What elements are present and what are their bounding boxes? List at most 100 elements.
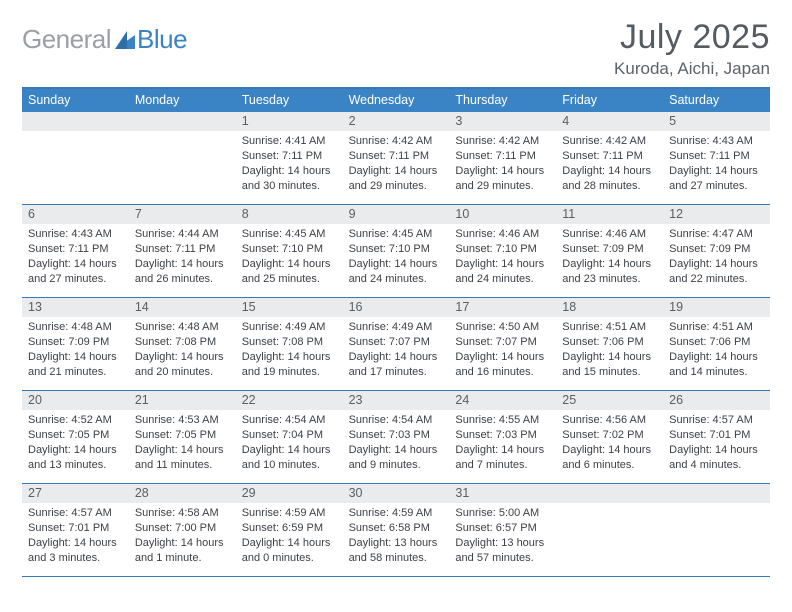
sunset-text: Sunset: 7:11 PM (669, 149, 764, 164)
sunrise-text: Sunrise: 4:42 AM (455, 134, 550, 149)
calendar-grid: Sunday Monday Tuesday Wednesday Thursday… (22, 87, 770, 577)
day-number: 18 (556, 298, 663, 317)
day-cell: 21Sunrise: 4:53 AMSunset: 7:05 PMDayligh… (129, 391, 236, 483)
day-number: 28 (129, 484, 236, 503)
day-number: 20 (22, 391, 129, 410)
day-number: 12 (663, 205, 770, 224)
daylight-text: Daylight: 14 hours and 9 minutes. (349, 443, 444, 473)
day-cell: 19Sunrise: 4:51 AMSunset: 7:06 PMDayligh… (663, 298, 770, 390)
day-cell: 23Sunrise: 4:54 AMSunset: 7:03 PMDayligh… (343, 391, 450, 483)
sunrise-text: Sunrise: 4:58 AM (135, 506, 230, 521)
day-number: 5 (663, 112, 770, 131)
day-cell (129, 112, 236, 204)
day-number: 3 (449, 112, 556, 131)
day-cell: 4Sunrise: 4:42 AMSunset: 7:11 PMDaylight… (556, 112, 663, 204)
day-body: Sunrise: 4:48 AMSunset: 7:09 PMDaylight:… (22, 317, 129, 383)
day-cell: 8Sunrise: 4:45 AMSunset: 7:10 PMDaylight… (236, 205, 343, 297)
daylight-text: Daylight: 14 hours and 27 minutes. (28, 257, 123, 287)
daylight-text: Daylight: 14 hours and 25 minutes. (242, 257, 337, 287)
daylight-text: Daylight: 14 hours and 16 minutes. (455, 350, 550, 380)
day-number: 15 (236, 298, 343, 317)
sunset-text: Sunset: 7:06 PM (562, 335, 657, 350)
daylight-text: Daylight: 14 hours and 3 minutes. (28, 536, 123, 566)
sunset-text: Sunset: 7:07 PM (349, 335, 444, 350)
day-cell (22, 112, 129, 204)
day-body: Sunrise: 4:54 AMSunset: 7:03 PMDaylight:… (343, 410, 450, 476)
day-body (22, 131, 129, 138)
brand-logo: General Blue (22, 18, 187, 55)
sunset-text: Sunset: 6:57 PM (455, 521, 550, 536)
sunset-text: Sunset: 7:05 PM (135, 428, 230, 443)
day-number: 23 (343, 391, 450, 410)
sunrise-text: Sunrise: 4:41 AM (242, 134, 337, 149)
day-cell: 13Sunrise: 4:48 AMSunset: 7:09 PMDayligh… (22, 298, 129, 390)
sunset-text: Sunset: 7:11 PM (135, 242, 230, 257)
sunrise-text: Sunrise: 4:59 AM (349, 506, 444, 521)
day-cell: 31Sunrise: 5:00 AMSunset: 6:57 PMDayligh… (449, 484, 556, 576)
day-number: 31 (449, 484, 556, 503)
day-body: Sunrise: 4:53 AMSunset: 7:05 PMDaylight:… (129, 410, 236, 476)
day-cell: 6Sunrise: 4:43 AMSunset: 7:11 PMDaylight… (22, 205, 129, 297)
day-number: 9 (343, 205, 450, 224)
sunrise-text: Sunrise: 4:45 AM (349, 227, 444, 242)
sunset-text: Sunset: 7:02 PM (562, 428, 657, 443)
day-cell: 15Sunrise: 4:49 AMSunset: 7:08 PMDayligh… (236, 298, 343, 390)
sunrise-text: Sunrise: 4:51 AM (562, 320, 657, 335)
day-cell: 16Sunrise: 4:49 AMSunset: 7:07 PMDayligh… (343, 298, 450, 390)
sunset-text: Sunset: 6:58 PM (349, 521, 444, 536)
sunrise-text: Sunrise: 4:44 AM (135, 227, 230, 242)
dow-tuesday: Tuesday (236, 89, 343, 112)
sunrise-text: Sunrise: 4:46 AM (455, 227, 550, 242)
day-body (129, 131, 236, 138)
day-body: Sunrise: 4:57 AMSunset: 7:01 PMDaylight:… (22, 503, 129, 569)
sunrise-text: Sunrise: 4:49 AM (242, 320, 337, 335)
day-number: 19 (663, 298, 770, 317)
sunset-text: Sunset: 7:04 PM (242, 428, 337, 443)
day-body: Sunrise: 4:46 AMSunset: 7:09 PMDaylight:… (556, 224, 663, 290)
day-body: Sunrise: 4:42 AMSunset: 7:11 PMDaylight:… (556, 131, 663, 197)
day-cell: 10Sunrise: 4:46 AMSunset: 7:10 PMDayligh… (449, 205, 556, 297)
daylight-text: Daylight: 14 hours and 20 minutes. (135, 350, 230, 380)
day-body: Sunrise: 4:59 AMSunset: 6:59 PMDaylight:… (236, 503, 343, 569)
day-body: Sunrise: 4:42 AMSunset: 7:11 PMDaylight:… (449, 131, 556, 197)
day-body: Sunrise: 4:51 AMSunset: 7:06 PMDaylight:… (663, 317, 770, 383)
day-number: 29 (236, 484, 343, 503)
week-row: 13Sunrise: 4:48 AMSunset: 7:09 PMDayligh… (22, 298, 770, 391)
day-body: Sunrise: 4:52 AMSunset: 7:05 PMDaylight:… (22, 410, 129, 476)
daylight-text: Daylight: 14 hours and 19 minutes. (242, 350, 337, 380)
sunset-text: Sunset: 7:09 PM (669, 242, 764, 257)
sunset-text: Sunset: 7:11 PM (562, 149, 657, 164)
sunrise-text: Sunrise: 4:47 AM (669, 227, 764, 242)
daylight-text: Daylight: 14 hours and 22 minutes. (669, 257, 764, 287)
page-header: General Blue July 2025 Kuroda, Aichi, Ja… (22, 18, 770, 79)
day-body: Sunrise: 4:47 AMSunset: 7:09 PMDaylight:… (663, 224, 770, 290)
sunrise-text: Sunrise: 4:54 AM (242, 413, 337, 428)
dow-wednesday: Wednesday (343, 89, 450, 112)
sunrise-text: Sunrise: 5:00 AM (455, 506, 550, 521)
day-cell: 18Sunrise: 4:51 AMSunset: 7:06 PMDayligh… (556, 298, 663, 390)
day-cell: 7Sunrise: 4:44 AMSunset: 7:11 PMDaylight… (129, 205, 236, 297)
day-cell: 22Sunrise: 4:54 AMSunset: 7:04 PMDayligh… (236, 391, 343, 483)
sunrise-text: Sunrise: 4:51 AM (669, 320, 764, 335)
day-number: 24 (449, 391, 556, 410)
day-cell: 27Sunrise: 4:57 AMSunset: 7:01 PMDayligh… (22, 484, 129, 576)
sunrise-text: Sunrise: 4:43 AM (669, 134, 764, 149)
title-block: July 2025 Kuroda, Aichi, Japan (614, 18, 770, 79)
daylight-text: Daylight: 14 hours and 24 minutes. (455, 257, 550, 287)
sunset-text: Sunset: 7:10 PM (349, 242, 444, 257)
daylight-text: Daylight: 14 hours and 10 minutes. (242, 443, 337, 473)
sunrise-text: Sunrise: 4:55 AM (455, 413, 550, 428)
day-body: Sunrise: 4:44 AMSunset: 7:11 PMDaylight:… (129, 224, 236, 290)
day-number: 14 (129, 298, 236, 317)
sunrise-text: Sunrise: 4:54 AM (349, 413, 444, 428)
day-cell: 14Sunrise: 4:48 AMSunset: 7:08 PMDayligh… (129, 298, 236, 390)
title-location: Kuroda, Aichi, Japan (614, 59, 770, 79)
day-body: Sunrise: 4:46 AMSunset: 7:10 PMDaylight:… (449, 224, 556, 290)
day-cell: 3Sunrise: 4:42 AMSunset: 7:11 PMDaylight… (449, 112, 556, 204)
day-number: 30 (343, 484, 450, 503)
day-body (663, 503, 770, 510)
day-body: Sunrise: 4:57 AMSunset: 7:01 PMDaylight:… (663, 410, 770, 476)
sunrise-text: Sunrise: 4:56 AM (562, 413, 657, 428)
daylight-text: Daylight: 13 hours and 58 minutes. (349, 536, 444, 566)
day-body: Sunrise: 4:45 AMSunset: 7:10 PMDaylight:… (343, 224, 450, 290)
